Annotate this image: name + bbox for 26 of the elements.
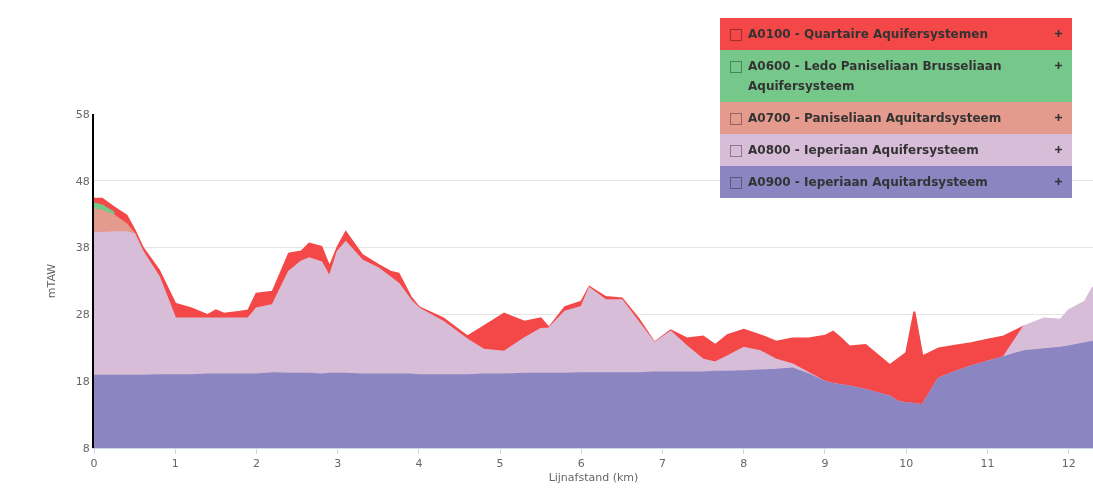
x-tick-label: 9	[821, 457, 829, 471]
y-axis-title: mTAW	[44, 263, 58, 299]
y-tick-label: 58	[75, 107, 90, 121]
x-tick-label: 2	[252, 457, 260, 471]
x-tick-label: 1	[171, 457, 179, 471]
y-tick-label: 28	[75, 308, 90, 322]
y-tick-label: 8	[82, 441, 90, 455]
x-tick-label: 4	[415, 457, 423, 471]
x-tick-label: 0	[90, 457, 98, 471]
x-tick-label: 11	[980, 457, 995, 471]
x-tick-label: 5	[496, 457, 504, 471]
legend-label: A0800 - Ieperiaan Aquifersysteem	[748, 142, 980, 159]
legend-label: A0900 - Ieperiaan Aquitardsysteem	[748, 174, 989, 191]
x-tick-label: 10	[899, 457, 914, 471]
x-axis-title: Lijnafstand (km)	[548, 471, 639, 485]
y-tick-label: 18	[75, 375, 90, 389]
y-tick-label: 48	[75, 174, 90, 188]
x-tick-label: 6	[577, 457, 585, 471]
x-tick-label: 3	[334, 457, 342, 471]
x-tick-label: 7	[659, 457, 667, 471]
y-tick-label: 38	[75, 241, 90, 255]
legend-label: A0100 - Quartaire Aquifersystemen	[748, 26, 989, 43]
legend-label: A0700 - Paniseliaan Aquitardsysteem	[748, 110, 1003, 127]
legend-label: A0600 - Ledo Paniseliaan Brusseliaan Aquifersysteem	[748, 58, 1003, 95]
x-tick-label: 8	[740, 457, 748, 471]
x-tick-label: 12	[1061, 457, 1076, 471]
